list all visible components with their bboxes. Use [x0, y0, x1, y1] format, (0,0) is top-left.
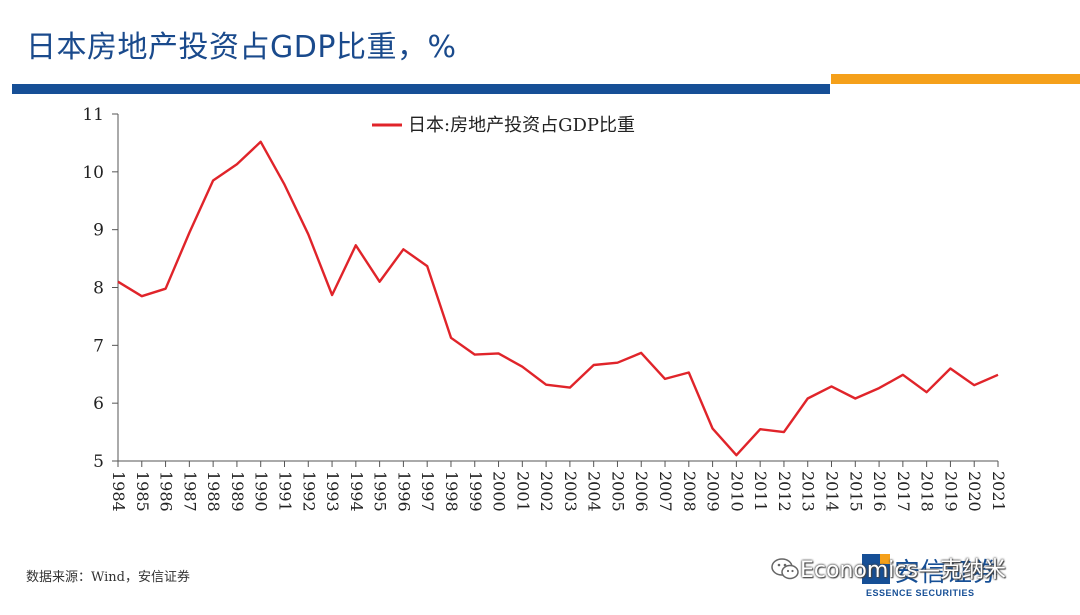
y-tick-label: 6	[93, 394, 104, 414]
legend: 日本:房地产投资占GDP比重	[372, 115, 635, 136]
y-tick-label: 8	[93, 279, 104, 299]
y-tick-label: 9	[93, 221, 104, 241]
x-tick-label: 2013	[799, 471, 818, 512]
x-tick-label: 1986	[157, 471, 176, 512]
x-tick-label: 2021	[989, 471, 1008, 512]
x-tick-label: 2006	[632, 471, 651, 512]
x-tick-label: 1987	[180, 471, 199, 512]
x-tick-label: 2020	[965, 471, 984, 512]
x-tick-label: 2011	[751, 471, 770, 512]
footer-brand: 安信证券 ESSENCE SECURITIES Economics—克纳米	[770, 552, 1070, 602]
x-tick-label: 2012	[775, 471, 794, 512]
x-tick-label: 2002	[537, 471, 556, 512]
header-divider-blue	[12, 84, 830, 94]
x-tick-label: 2010	[727, 471, 746, 512]
logo-text: 安信证券	[894, 558, 999, 588]
x-tick-label: 1989	[228, 471, 247, 512]
x-tick-label: 1988	[204, 471, 223, 512]
x-tick-label: 1984	[109, 471, 128, 512]
x-tick-label: 1997	[418, 471, 437, 512]
page-title: 日本房地产投资占GDP比重，%	[26, 30, 457, 65]
x-tick-label: 1996	[394, 471, 413, 512]
x-tick-label: 2015	[846, 471, 865, 512]
x-tick-label: 2000	[490, 471, 509, 512]
x-tick-label: 2005	[608, 471, 627, 512]
series-line	[117, 140, 999, 457]
x-axis: 1984 1985 1986 1987 1988 1989 1990 1991 1992 1993…	[109, 460, 1008, 512]
x-tick-label: 1992	[299, 471, 318, 512]
wechat-icon	[771, 558, 799, 580]
x-tick-label: 2019	[941, 471, 960, 512]
x-tick-label: 1998	[442, 471, 461, 512]
logo-subtext: ESSENCE SECURITIES	[866, 588, 975, 598]
x-tick-label: 2004	[585, 471, 604, 512]
x-tick-label: 2014	[823, 471, 842, 512]
x-tick-label: 1994	[347, 471, 366, 512]
x-tick-label: 1990	[252, 471, 271, 512]
y-tick-label: 10	[82, 163, 104, 183]
x-tick-label: 2009	[704, 471, 723, 512]
series-layer	[117, 140, 999, 457]
x-tick-label: 2007	[656, 471, 675, 512]
y-tick-label: 7	[93, 336, 104, 356]
legend-label: 日本:房地产投资占GDP比重	[408, 115, 635, 136]
x-tick-label: 1995	[371, 471, 390, 512]
x-tick-label: 1993	[323, 471, 342, 512]
y-tick-label: 5	[93, 452, 104, 472]
x-tick-label: 1991	[275, 471, 294, 512]
x-tick-label: 2016	[870, 471, 889, 512]
x-tick-label: 2001	[513, 471, 532, 512]
logo-mark	[862, 554, 890, 584]
x-tick-label: 1999	[466, 471, 485, 512]
y-tick-label: 11	[82, 105, 104, 125]
x-tick-label: 1985	[133, 471, 152, 512]
x-tick-label: 2003	[561, 471, 580, 512]
watermark: Economics—克纳米	[800, 558, 1006, 583]
x-tick-label: 2018	[918, 471, 937, 512]
source-note: 数据来源：Wind，安信证券	[26, 570, 190, 585]
x-tick-label: 2008	[680, 471, 699, 512]
x-tick-label: 2017	[894, 471, 913, 512]
header-divider-orange	[831, 74, 1080, 84]
y-axis: 5 6 7 8 9 10 11	[82, 105, 119, 472]
